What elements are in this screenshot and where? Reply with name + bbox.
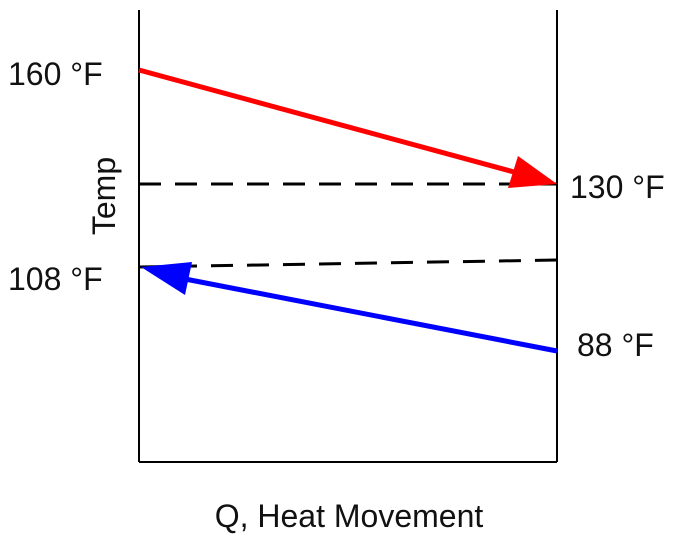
cold-inlet-label: 88 °F bbox=[577, 327, 654, 363]
y-axis-label: Temp bbox=[86, 157, 122, 235]
hot-stream-arrowhead bbox=[508, 156, 557, 188]
hot-outlet-label: 130 °F bbox=[570, 169, 665, 205]
cold-stream-line bbox=[184, 276, 558, 354]
hot-stream-line bbox=[138, 67, 515, 175]
cold-stream-arrowhead bbox=[141, 262, 192, 295]
dashed-line-108 bbox=[138, 258, 558, 269]
x-axis-label: Q, Heat Movement bbox=[215, 498, 484, 534]
hot-inlet-label: 160 °F bbox=[8, 56, 103, 92]
cold-outlet-label: 108 °F bbox=[8, 261, 103, 297]
